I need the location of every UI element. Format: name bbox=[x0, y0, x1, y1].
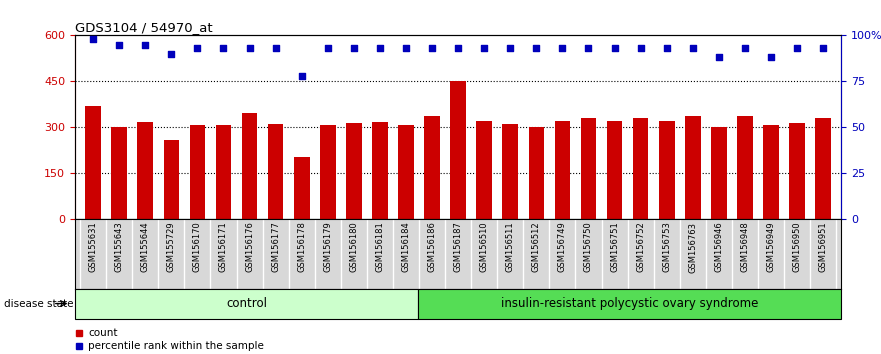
Text: GSM156171: GSM156171 bbox=[219, 222, 228, 272]
Point bbox=[478, 45, 492, 51]
Text: GSM156184: GSM156184 bbox=[402, 222, 411, 272]
Bar bbox=[633, 118, 648, 219]
Bar bbox=[398, 125, 414, 219]
Text: GSM156753: GSM156753 bbox=[663, 222, 671, 273]
Text: GSM156512: GSM156512 bbox=[532, 222, 541, 272]
Bar bbox=[711, 127, 727, 219]
Point bbox=[242, 45, 256, 51]
Text: GSM156752: GSM156752 bbox=[636, 222, 645, 272]
Text: GSM155644: GSM155644 bbox=[141, 222, 150, 272]
Bar bbox=[763, 125, 779, 219]
Bar bbox=[418, 289, 841, 319]
Text: percentile rank within the sample: percentile rank within the sample bbox=[88, 341, 264, 351]
Text: control: control bbox=[226, 297, 267, 310]
Text: GSM155729: GSM155729 bbox=[167, 222, 176, 272]
Bar bbox=[685, 116, 700, 219]
Text: GSM155643: GSM155643 bbox=[115, 222, 123, 272]
Text: GSM155631: GSM155631 bbox=[89, 222, 98, 272]
Bar bbox=[815, 118, 831, 219]
Point bbox=[685, 45, 700, 51]
Text: GSM156510: GSM156510 bbox=[479, 222, 489, 272]
Bar bbox=[502, 124, 518, 219]
Point bbox=[112, 42, 126, 47]
Point bbox=[138, 42, 152, 47]
Bar bbox=[75, 289, 418, 319]
Point bbox=[608, 45, 622, 51]
Point bbox=[321, 45, 335, 51]
Point bbox=[347, 45, 361, 51]
Bar bbox=[320, 125, 336, 219]
Point bbox=[503, 45, 517, 51]
Point bbox=[217, 45, 231, 51]
Bar bbox=[346, 123, 362, 219]
Point bbox=[633, 45, 648, 51]
Point bbox=[555, 45, 569, 51]
Bar bbox=[529, 127, 544, 219]
Text: GSM156749: GSM156749 bbox=[558, 222, 566, 272]
Text: GSM156946: GSM156946 bbox=[714, 222, 723, 272]
Text: GSM156170: GSM156170 bbox=[193, 222, 202, 272]
Point bbox=[790, 45, 804, 51]
Text: GSM156950: GSM156950 bbox=[793, 222, 802, 272]
Bar bbox=[581, 118, 596, 219]
Point bbox=[269, 45, 283, 51]
Point bbox=[712, 55, 726, 60]
Point bbox=[164, 51, 178, 57]
Bar bbox=[189, 125, 205, 219]
Bar bbox=[554, 121, 570, 219]
Text: GSM156187: GSM156187 bbox=[454, 222, 463, 273]
Bar bbox=[372, 122, 388, 219]
Point bbox=[660, 45, 674, 51]
Text: GSM156180: GSM156180 bbox=[350, 222, 359, 272]
Point bbox=[451, 45, 465, 51]
Point bbox=[581, 45, 596, 51]
Text: GSM156511: GSM156511 bbox=[506, 222, 515, 272]
Text: GSM156949: GSM156949 bbox=[766, 222, 775, 272]
Point bbox=[529, 45, 544, 51]
Point bbox=[816, 45, 830, 51]
Text: GSM156178: GSM156178 bbox=[297, 222, 307, 273]
Text: GSM156181: GSM156181 bbox=[375, 222, 384, 272]
Text: GSM156186: GSM156186 bbox=[427, 222, 437, 273]
Bar bbox=[789, 123, 805, 219]
Point bbox=[86, 36, 100, 42]
Bar bbox=[111, 127, 127, 219]
Bar bbox=[216, 125, 232, 219]
Bar bbox=[137, 122, 153, 219]
Bar bbox=[425, 116, 440, 219]
Text: GSM156750: GSM156750 bbox=[584, 222, 593, 272]
Point bbox=[294, 73, 308, 79]
Text: GSM156751: GSM156751 bbox=[610, 222, 619, 272]
Bar bbox=[477, 121, 492, 219]
Text: count: count bbox=[88, 328, 117, 338]
Point bbox=[373, 45, 387, 51]
Text: GSM156177: GSM156177 bbox=[271, 222, 280, 273]
Bar bbox=[241, 113, 257, 219]
Bar bbox=[607, 121, 622, 219]
Bar bbox=[85, 106, 101, 219]
Bar bbox=[268, 124, 284, 219]
Bar bbox=[164, 140, 179, 219]
Text: disease state: disease state bbox=[4, 298, 74, 309]
Text: GSM156951: GSM156951 bbox=[818, 222, 827, 272]
Point bbox=[738, 45, 752, 51]
Point bbox=[190, 45, 204, 51]
Text: insulin-resistant polycystic ovary syndrome: insulin-resistant polycystic ovary syndr… bbox=[501, 297, 759, 310]
Bar bbox=[450, 81, 466, 219]
Text: GSM156948: GSM156948 bbox=[740, 222, 750, 272]
Text: GSM156176: GSM156176 bbox=[245, 222, 254, 273]
Text: GDS3104 / 54970_at: GDS3104 / 54970_at bbox=[75, 21, 212, 34]
Text: GSM156763: GSM156763 bbox=[688, 222, 697, 273]
Text: GSM156179: GSM156179 bbox=[323, 222, 332, 272]
Bar bbox=[737, 116, 752, 219]
Point bbox=[764, 55, 778, 60]
Bar bbox=[659, 121, 675, 219]
Bar bbox=[294, 156, 309, 219]
Point bbox=[399, 45, 413, 51]
Point bbox=[425, 45, 439, 51]
